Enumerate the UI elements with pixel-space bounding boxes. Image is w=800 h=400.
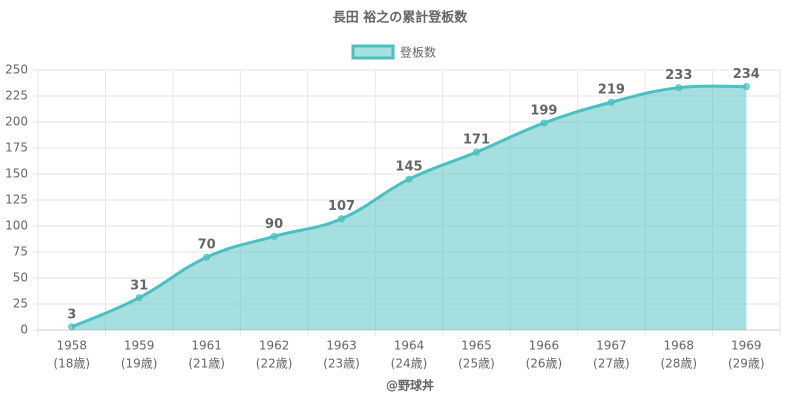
y-tick-label: 125 — [5, 193, 28, 207]
data-label: 31 — [130, 278, 148, 293]
x-tick-label: (25歳) — [458, 357, 495, 371]
data-label: 70 — [198, 238, 216, 253]
y-tick-label: 100 — [5, 219, 28, 233]
x-tick-label: 1964 — [394, 339, 425, 353]
chart-title: 長田 裕之の累計登板数 — [333, 10, 469, 26]
x-tick-label: (24歳) — [391, 357, 428, 371]
legend-label: 登板数 — [400, 45, 436, 60]
x-tick-label: 1961 — [191, 339, 222, 353]
y-tick-label: 225 — [5, 89, 28, 103]
x-tick-label: 1963 — [326, 339, 357, 353]
y-tick-label: 0 — [20, 323, 28, 337]
x-tick-label: (18歳) — [53, 357, 90, 371]
point — [675, 84, 683, 92]
x-tick-label: 1958 — [56, 339, 87, 353]
point — [607, 98, 615, 106]
data-label: 219 — [598, 83, 625, 98]
y-tick-label: 25 — [13, 297, 28, 311]
x-tick-label: (26歳) — [526, 357, 563, 371]
x-tick-label: 1967 — [596, 339, 627, 353]
data-label: 171 — [463, 133, 490, 148]
x-tick-label: (19歳) — [121, 357, 158, 371]
y-tick-label: 75 — [13, 245, 28, 259]
x-tick-label: (23歳) — [323, 357, 360, 371]
data-label: 234 — [733, 67, 760, 82]
x-tick-label: 1965 — [461, 339, 492, 353]
data-label: 3 — [67, 307, 76, 322]
y-tick-label: 150 — [5, 167, 28, 181]
area — [71, 86, 747, 330]
legend-swatch — [351, 44, 395, 60]
x-tick-label: 1962 — [259, 339, 290, 353]
point — [270, 232, 278, 240]
data-label: 90 — [265, 217, 283, 232]
x-tick-label: (22歳) — [256, 357, 293, 371]
y-tick-label: 250 — [5, 63, 28, 77]
y-tick-label: 175 — [5, 141, 28, 155]
x-tick-label: (27歳) — [593, 357, 630, 371]
data-label: 199 — [530, 104, 557, 119]
point — [405, 175, 413, 183]
point — [742, 83, 750, 91]
point — [68, 323, 76, 331]
x-tick-label: (21歳) — [188, 357, 225, 371]
y-tick-label: 50 — [13, 271, 28, 285]
point — [135, 294, 143, 302]
x-tick-label: 1968 — [664, 339, 695, 353]
x-tick-label: 1969 — [731, 339, 762, 353]
point — [472, 148, 480, 156]
point — [540, 119, 548, 127]
point — [203, 253, 211, 261]
point — [338, 215, 346, 223]
data-label: 145 — [395, 160, 422, 175]
x-tick-label: (29歳) — [728, 357, 765, 371]
x-tick-label: (28歳) — [660, 357, 697, 371]
x-tick-label: 1959 — [124, 339, 155, 353]
x-tick-label: 1966 — [529, 339, 560, 353]
y-tick-label: 200 — [5, 115, 28, 129]
data-label: 233 — [665, 68, 692, 83]
data-label: 107 — [328, 199, 355, 214]
x-axis-label: @野球丼 — [386, 378, 434, 393]
